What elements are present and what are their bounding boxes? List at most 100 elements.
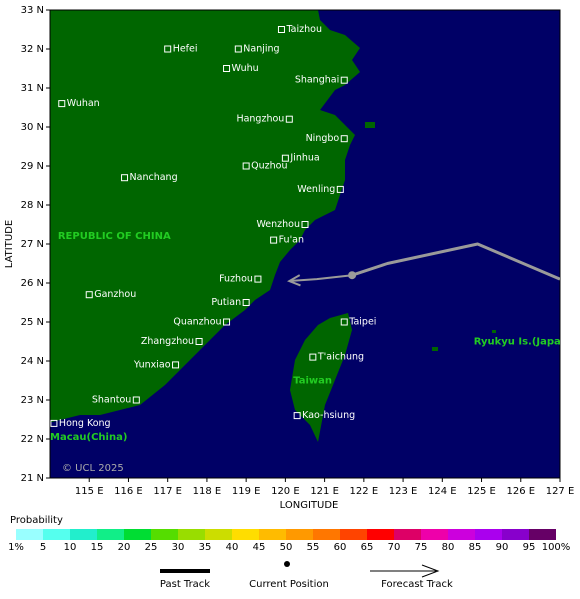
region-label: Macau(China) xyxy=(50,432,127,443)
probability-label: 40 xyxy=(226,542,239,553)
mainland xyxy=(50,10,360,423)
x-tick-label: 119 E xyxy=(232,486,261,497)
y-tick-label: 27 N xyxy=(21,239,44,250)
city-label: Zhangzhou xyxy=(141,336,194,347)
city-marker xyxy=(58,100,66,108)
city-label: Wenling xyxy=(297,184,335,195)
probability-label: 70 xyxy=(388,542,401,553)
region-label: REPUBLIC OF CHINA xyxy=(58,231,171,242)
probability-label: 90 xyxy=(496,542,509,553)
city-label: Nanchang xyxy=(130,172,178,183)
current-position xyxy=(348,271,357,280)
city-marker xyxy=(132,396,140,404)
region-label: Taiwan xyxy=(293,376,332,387)
city-label: Shantou xyxy=(92,395,131,406)
probability-label: 85 xyxy=(469,542,482,553)
probability-label: 45 xyxy=(253,542,266,553)
city-marker xyxy=(234,45,242,53)
city-marker xyxy=(340,135,348,143)
city-label: Fuzhou xyxy=(219,274,253,285)
city-marker xyxy=(172,361,180,369)
x-axis-label: LONGITUDE xyxy=(280,500,339,511)
legend-label: Current Position xyxy=(249,579,329,590)
y-tick-label: 32 N xyxy=(21,44,44,55)
copyright: © UCL 2025 xyxy=(62,463,124,474)
x-tick-label: 116 E xyxy=(114,486,143,497)
x-tick-label: 123 E xyxy=(389,486,418,497)
probability-label: 35 xyxy=(199,542,212,553)
city-marker xyxy=(270,236,278,244)
x-tick-label: 126 E xyxy=(506,486,535,497)
city-label: Ningbo xyxy=(306,133,340,144)
city-marker xyxy=(254,275,262,283)
region-label: Ryukyu Is.(Japan) xyxy=(474,337,573,348)
probability-swatch xyxy=(340,529,367,540)
forecast-arrowhead xyxy=(287,274,301,287)
probability-label: 25 xyxy=(145,542,158,553)
probability-swatch xyxy=(367,529,394,540)
probability-swatch xyxy=(502,529,529,540)
y-tick-label: 26 N xyxy=(21,278,44,289)
x-tick-label: 127 E xyxy=(546,486,575,497)
city-marker xyxy=(85,291,93,299)
city-label: Ganzhou xyxy=(94,289,136,300)
taiwan xyxy=(290,313,352,442)
x-tick-label: 121 E xyxy=(310,486,339,497)
city-label: Putian xyxy=(211,297,241,308)
probability-swatch xyxy=(178,529,205,540)
city-label: Hefei xyxy=(173,44,198,55)
x-tick-label: 125 E xyxy=(467,486,496,497)
x-tick-label: 124 E xyxy=(428,486,457,497)
probability-swatch xyxy=(232,529,259,540)
island xyxy=(492,330,496,333)
city-label: Hangzhou xyxy=(236,114,284,125)
city-marker xyxy=(223,318,231,326)
city-label: Taipei xyxy=(348,317,376,328)
probability-swatch xyxy=(70,529,97,540)
city-label: Quzhou xyxy=(251,161,287,172)
probability-label: 10 xyxy=(64,542,77,553)
island xyxy=(432,347,438,351)
city-label: Shanghai xyxy=(295,75,339,86)
city-label: T'aichung xyxy=(317,352,364,363)
probability-swatch xyxy=(313,529,340,540)
city-label: Wenzhou xyxy=(256,219,300,230)
probability-swatch xyxy=(151,529,178,540)
y-tick-label: 30 N xyxy=(21,122,44,133)
city-marker xyxy=(164,45,172,53)
probability-label: 95 xyxy=(523,542,536,553)
probability-label: 60 xyxy=(334,542,347,553)
probability-label: 65 xyxy=(361,542,374,553)
city-label: Fu'an xyxy=(279,235,304,246)
probability-label: 55 xyxy=(307,542,320,553)
city-marker xyxy=(336,185,344,193)
x-tick-label: 117 E xyxy=(153,486,182,497)
legend-label: Forecast Track xyxy=(381,579,453,590)
city-label: Kao-hsiung xyxy=(302,410,355,421)
x-tick-label: 122 E xyxy=(350,486,379,497)
probability-swatch xyxy=(259,529,286,540)
y-tick-label: 22 N xyxy=(21,434,44,445)
y-tick-label: 24 N xyxy=(21,356,44,367)
city-marker xyxy=(277,26,285,33)
probability-label: 15 xyxy=(91,542,104,553)
probability-label: 30 xyxy=(172,542,185,553)
land xyxy=(50,10,496,442)
x-tick-label: 118 E xyxy=(193,486,222,497)
forecast-track xyxy=(289,274,353,283)
city-marker xyxy=(285,115,293,123)
city-marker xyxy=(121,174,129,182)
city-marker xyxy=(293,412,301,420)
legend-arrowhead xyxy=(421,564,440,578)
probability-swatch xyxy=(421,529,448,540)
probability-label: 75 xyxy=(415,542,428,553)
city-label: Wuhan xyxy=(67,98,100,109)
island xyxy=(365,122,375,128)
probability-swatch xyxy=(286,529,313,540)
y-tick-label: 21 N xyxy=(21,473,44,484)
y-tick-label: 29 N xyxy=(21,161,44,172)
probability-swatch xyxy=(97,529,124,540)
probability-label: 80 xyxy=(442,542,455,553)
y-tick-label: 23 N xyxy=(21,395,44,406)
